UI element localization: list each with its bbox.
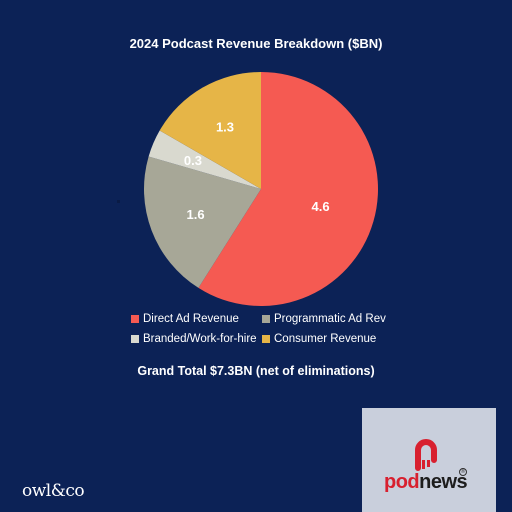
legend-swatch-consumer xyxy=(262,335,270,343)
legend-item-direct: Direct Ad Revenue xyxy=(131,313,239,325)
legend-label-consumer: Consumer Revenue xyxy=(274,333,377,345)
pie-slice-branded xyxy=(148,130,261,189)
data-label-programmatic: 1.6 xyxy=(187,207,205,222)
decorative-dot xyxy=(117,200,120,203)
chart-title: 2024 Podcast Revenue Breakdown ($BN) xyxy=(129,36,383,51)
legend-label-programmatic: Programmatic Ad Rev xyxy=(274,313,386,325)
legend-item-branded: Branded/Work-for-hire xyxy=(131,333,257,345)
podnews-microphone-icon xyxy=(415,439,437,471)
podnews-wordmark-news: news xyxy=(419,471,468,493)
legend-swatch-direct xyxy=(131,315,139,323)
owlco-logo: owl&co xyxy=(22,481,85,501)
data-label-branded: 0.3 xyxy=(184,153,202,168)
data-label-consumer: 1.3 xyxy=(216,120,234,135)
legend-swatch-programmatic xyxy=(262,315,270,323)
pie-slice-consumer xyxy=(159,72,261,189)
legend-label-branded: Branded/Work-for-hire xyxy=(143,333,257,345)
grand-total: Grand Total $7.3BN (net of eliminations) xyxy=(137,364,375,378)
podnews-wordmark: podnews xyxy=(384,471,468,494)
pie-slice-programmatic xyxy=(144,156,261,288)
data-label-direct: 4.6 xyxy=(312,199,330,214)
podnews-logo-box: podnews ® xyxy=(362,408,496,512)
legend-label-direct: Direct Ad Revenue xyxy=(143,313,239,325)
legend-swatch-branded xyxy=(131,335,139,343)
legend-item-consumer: Consumer Revenue xyxy=(262,333,376,345)
podnews-wordmark-pod: pod xyxy=(384,471,420,493)
pie-slice-direct xyxy=(198,72,378,306)
registered-mark-icon: ® xyxy=(459,468,467,476)
legend-item-programmatic: Programmatic Ad Rev xyxy=(262,313,386,325)
